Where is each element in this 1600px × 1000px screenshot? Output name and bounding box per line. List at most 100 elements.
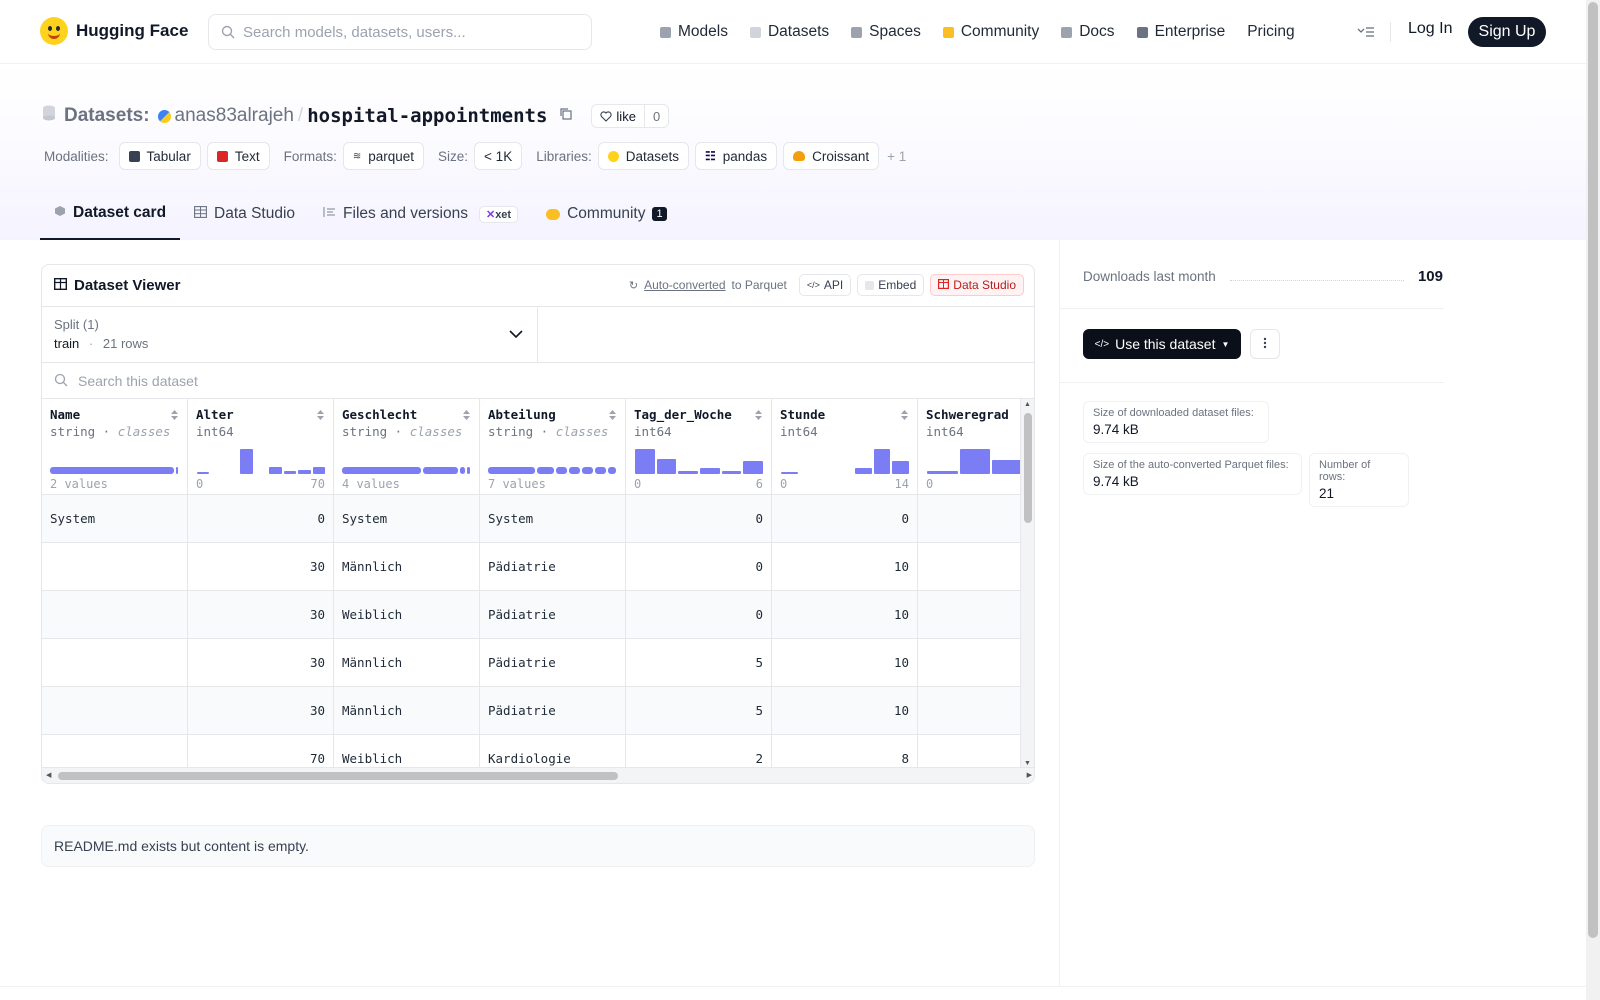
class-bar[interactable]: [607, 467, 616, 474]
class-bar[interactable]: [555, 467, 567, 474]
histogram-bar[interactable]: [240, 448, 253, 474]
histogram-bar[interactable]: [892, 461, 909, 474]
nav-datasets[interactable]: Datasets: [749, 23, 829, 41]
column-header[interactable]: Geschlecht string · classes 4 values: [334, 399, 480, 495]
table-cell[interactable]: Pädiatrie: [480, 639, 626, 687]
class-bar[interactable]: [176, 467, 179, 474]
histogram-bar[interactable]: [855, 467, 872, 474]
nav-models[interactable]: Models: [660, 23, 728, 41]
histogram-bar[interactable]: [721, 470, 742, 474]
table-cell[interactable]: [42, 543, 188, 591]
table-cell[interactable]: 0: [772, 495, 918, 543]
table-cell[interactable]: System: [480, 495, 626, 543]
global-search-input[interactable]: Search models, datasets, users...: [208, 14, 592, 50]
scroll-down-icon[interactable]: ▼: [1024, 760, 1031, 767]
table-cell[interactable]: Weiblich: [334, 735, 480, 769]
histogram-bar[interactable]: [635, 448, 655, 474]
tag-tabular[interactable]: Tabular: [118, 142, 201, 170]
tab-dataset-card[interactable]: Dataset card: [40, 188, 181, 240]
brand-logo[interactable]: Hugging Face: [40, 17, 188, 45]
nav-spaces[interactable]: Spaces: [851, 23, 921, 41]
auto-converted-link[interactable]: Auto-converted: [644, 278, 726, 292]
table-cell[interactable]: 70: [188, 735, 334, 769]
histogram-bar[interactable]: [873, 448, 891, 474]
table-cell[interactable]: [42, 687, 188, 735]
table-cell[interactable]: 5: [626, 687, 772, 735]
table-cell[interactable]: [918, 735, 1022, 769]
repo-type-label[interactable]: Datasets:: [64, 105, 150, 126]
table-cell[interactable]: Männlich: [334, 687, 480, 735]
class-bar[interactable]: [466, 467, 470, 474]
sort-icon[interactable]: [608, 409, 617, 424]
table-cell[interactable]: Pädiatrie: [480, 543, 626, 591]
table-cell[interactable]: [918, 687, 1022, 735]
more-libraries[interactable]: + 1: [887, 148, 907, 164]
class-bar[interactable]: [50, 467, 175, 474]
tag-datasets-lib[interactable]: Datasets: [597, 142, 690, 170]
nav-pricing[interactable]: Pricing: [1247, 23, 1294, 41]
data-studio-button[interactable]: Data Studio: [930, 274, 1024, 296]
sort-icon[interactable]: [316, 409, 325, 424]
sort-icon[interactable]: [462, 409, 471, 424]
table-cell[interactable]: 30: [188, 543, 334, 591]
vertical-scrollbar[interactable]: ▲ ▼: [1020, 399, 1034, 769]
table-cell[interactable]: System: [334, 495, 480, 543]
table-cell[interactable]: [918, 639, 1022, 687]
page-scrollbar[interactable]: [1586, 0, 1600, 1000]
tag-text[interactable]: Text: [206, 142, 270, 170]
api-button[interactable]: </> API: [798, 274, 852, 296]
more-menu-icon[interactable]: [1357, 25, 1375, 43]
repo-name[interactable]: hospital-appointments: [307, 105, 548, 127]
histogram-bar[interactable]: [197, 471, 210, 474]
histogram-bar[interactable]: [992, 460, 1022, 474]
column-header[interactable]: Tag_der_Woche int64 0 6: [626, 399, 772, 495]
table-cell[interactable]: Kardiologie: [480, 735, 626, 769]
use-this-dataset-button[interactable]: </> Use this dataset ▼: [1083, 329, 1241, 359]
table-cell[interactable]: 0: [188, 495, 334, 543]
copy-icon[interactable]: [559, 105, 573, 127]
histogram-bar[interactable]: [678, 470, 698, 474]
column-header[interactable]: Alter int64 0 70: [188, 399, 334, 495]
sort-icon[interactable]: [900, 409, 909, 424]
tag-pandas[interactable]: ☷ pandas: [695, 142, 778, 170]
class-bar[interactable]: [488, 467, 536, 474]
table-cell[interactable]: 0: [626, 543, 772, 591]
histogram-bar[interactable]: [283, 471, 297, 474]
class-bar[interactable]: [594, 467, 606, 474]
sort-icon[interactable]: [170, 409, 179, 424]
table-cell[interactable]: [42, 639, 188, 687]
table-cell[interactable]: 30: [188, 591, 334, 639]
table-cell[interactable]: Pädiatrie: [480, 591, 626, 639]
class-bar[interactable]: [537, 467, 554, 474]
split-selector[interactable]: Split (1) train · 21 rows: [42, 307, 538, 362]
table-cell[interactable]: 2: [626, 735, 772, 769]
tab-community[interactable]: Community 1: [532, 188, 681, 240]
login-link[interactable]: Log In: [1408, 20, 1453, 37]
column-header[interactable]: Name string · classes 2 values: [42, 399, 188, 495]
histogram-bar[interactable]: [312, 467, 325, 474]
tag-parquet[interactable]: ≋ parquet: [342, 142, 425, 170]
table-cell[interactable]: 10: [772, 687, 918, 735]
table-cell[interactable]: 10: [772, 543, 918, 591]
sort-icon[interactable]: [754, 409, 763, 424]
scrollbar-thumb[interactable]: [58, 772, 618, 780]
class-bar[interactable]: [581, 467, 593, 474]
histogram-bar[interactable]: [927, 471, 958, 474]
table-cell[interactable]: 0: [626, 495, 772, 543]
embed-button[interactable]: Embed: [857, 274, 925, 296]
owner-link[interactable]: anas83alrajeh: [174, 105, 294, 126]
class-bar[interactable]: [568, 467, 580, 474]
histogram-bar[interactable]: [743, 461, 763, 474]
table-cell[interactable]: System: [42, 495, 188, 543]
scroll-right-icon[interactable]: ▶: [1026, 772, 1032, 779]
table-cell[interactable]: 0: [626, 591, 772, 639]
table-cell[interactable]: Männlich: [334, 639, 480, 687]
table-cell[interactable]: 30: [188, 687, 334, 735]
dataset-search-input[interactable]: Search this dataset: [42, 363, 1034, 399]
more-options-button[interactable]: [1250, 329, 1280, 359]
histogram-bar[interactable]: [781, 471, 798, 474]
table-cell[interactable]: [42, 591, 188, 639]
table-cell[interactable]: 30: [188, 639, 334, 687]
scroll-left-icon[interactable]: ◀: [46, 772, 52, 779]
class-bar[interactable]: [422, 467, 459, 474]
